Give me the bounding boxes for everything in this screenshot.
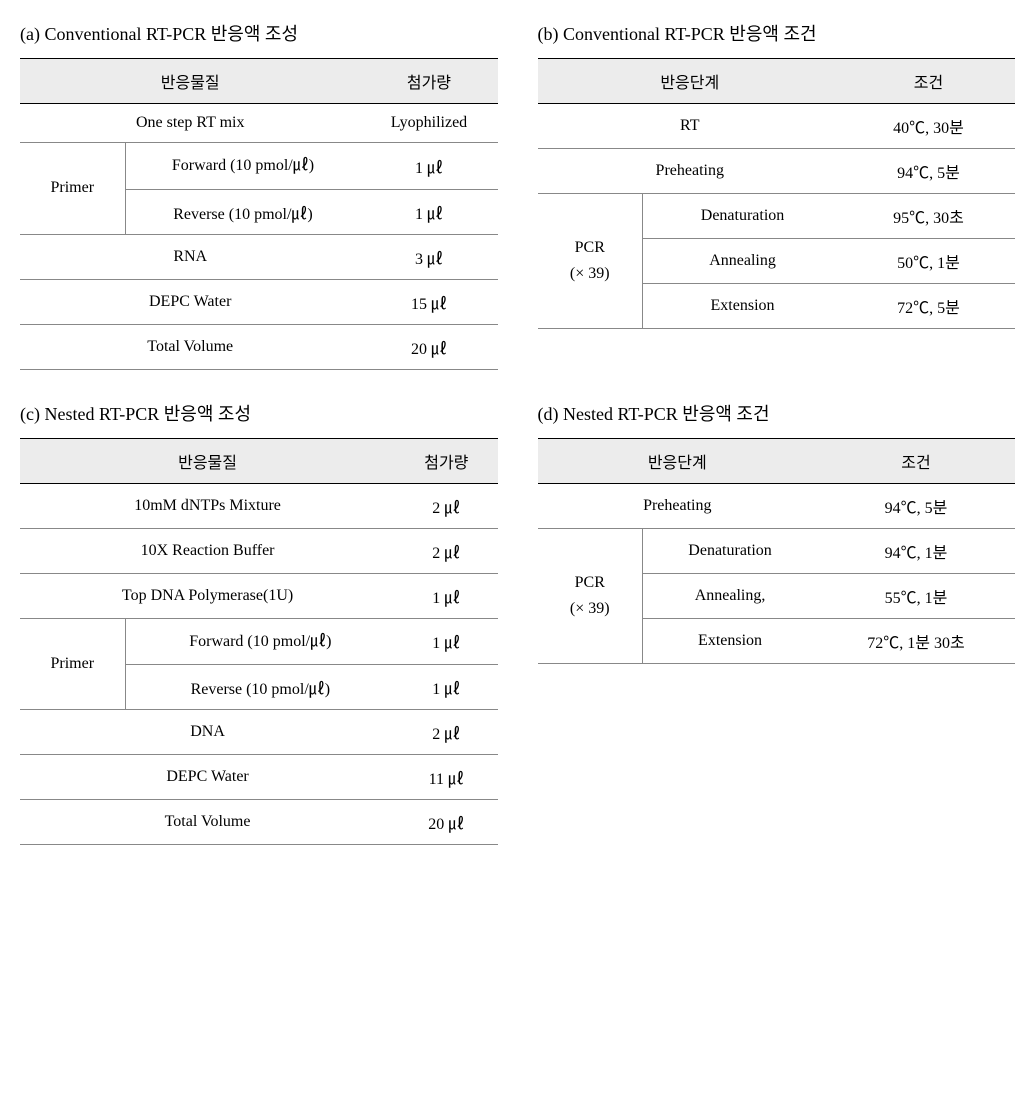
cell-material: Total Volume <box>20 800 395 845</box>
cell-stage: Denaturation <box>643 194 842 239</box>
cell-stage: Annealing, <box>643 573 818 618</box>
cell-amount: 2 ㎕ <box>395 483 497 528</box>
cell-amount: 1 ㎕ <box>360 143 497 190</box>
cell-amount: 11 ㎕ <box>395 755 497 800</box>
primer-label: Primer <box>20 143 125 235</box>
cell-cond: 55℃, 1분 <box>817 573 1015 618</box>
table-d: 반응단계 조건 Preheating 94℃, 5분 PCR (× 39) De… <box>538 438 1016 664</box>
cell-stage: Extension <box>643 618 818 663</box>
table-c: 반응물질 첨가량 10mM dNTPs Mixture 2 ㎕ 10X Reac… <box>20 438 498 846</box>
table-b: 반응단계 조건 RT 40℃, 30분 Preheating 94℃, 5분 P… <box>538 58 1016 329</box>
cell-stage: Annealing <box>643 239 842 284</box>
table-row: RNA 3 ㎕ <box>20 234 498 279</box>
primer-label: Primer <box>20 618 125 710</box>
table-a-header-amount: 첨가량 <box>360 59 497 104</box>
table-row: One step RT mix Lyophilized <box>20 104 498 143</box>
cell-stage: Preheating <box>538 149 843 194</box>
cell-cond: 40℃, 30분 <box>842 104 1015 149</box>
cell-material: Forward (10 pmol/㎕) <box>125 618 395 665</box>
table-row: RT 40℃, 30분 <box>538 104 1016 149</box>
cell-amount: 15 ㎕ <box>360 279 497 324</box>
cell-material: Reverse (10 pmol/㎕) <box>125 665 395 710</box>
table-row: Primer Forward (10 pmol/㎕) 1 ㎕ <box>20 143 498 190</box>
section-d-title: (d) Nested RT-PCR 반응액 조건 <box>538 400 1016 426</box>
pcr-label: PCR (× 39) <box>538 528 643 663</box>
cell-material: 10mM dNTPs Mixture <box>20 483 395 528</box>
cell-material: Top DNA Polymerase(1U) <box>20 573 395 618</box>
table-row: 10mM dNTPs Mixture 2 ㎕ <box>20 483 498 528</box>
section-b: (b) Conventional RT-PCR 반응액 조건 반응단계 조건 R… <box>538 20 1016 370</box>
table-row: Total Volume 20 ㎕ <box>20 324 498 369</box>
cell-material: DEPC Water <box>20 755 395 800</box>
cell-amount: 1 ㎕ <box>395 618 497 665</box>
cell-amount: 20 ㎕ <box>395 800 497 845</box>
cell-amount: 2 ㎕ <box>395 710 497 755</box>
cell-material: 10X Reaction Buffer <box>20 528 395 573</box>
cell-cond: 50℃, 1분 <box>842 239 1015 284</box>
cell-cond: 95℃, 30초 <box>842 194 1015 239</box>
cell-amount: 3 ㎕ <box>360 234 497 279</box>
table-c-header-amount: 첨가량 <box>395 438 497 483</box>
cell-cond: 94℃, 5분 <box>842 149 1015 194</box>
table-row: PCR (× 39) Denaturation 94℃, 1분 <box>538 528 1016 573</box>
section-c-title: (c) Nested RT-PCR 반응액 조성 <box>20 400 498 426</box>
pcr-count-text: (× 39) <box>570 600 610 617</box>
cell-stage: Denaturation <box>643 528 818 573</box>
cell-amount: 20 ㎕ <box>360 324 497 369</box>
cell-amount: 1 ㎕ <box>360 189 497 234</box>
cell-amount: 2 ㎕ <box>395 528 497 573</box>
section-d: (d) Nested RT-PCR 반응액 조건 반응단계 조건 Preheat… <box>538 400 1016 846</box>
cell-material: One step RT mix <box>20 104 360 143</box>
table-row: Primer Forward (10 pmol/㎕) 1 ㎕ <box>20 618 498 665</box>
section-b-title: (b) Conventional RT-PCR 반응액 조건 <box>538 20 1016 46</box>
pcr-label-text: PCR <box>575 574 605 591</box>
cell-amount: 1 ㎕ <box>395 665 497 710</box>
cell-cond: 94℃, 1분 <box>817 528 1015 573</box>
table-b-header-stage: 반응단계 <box>538 59 843 104</box>
cell-amount: Lyophilized <box>360 104 497 143</box>
table-row: Preheating 94℃, 5분 <box>538 149 1016 194</box>
table-b-header-cond: 조건 <box>842 59 1015 104</box>
table-d-header-cond: 조건 <box>817 438 1015 483</box>
table-row: DEPC Water 15 ㎕ <box>20 279 498 324</box>
cell-material: Total Volume <box>20 324 360 369</box>
table-a: 반응물질 첨가량 One step RT mix Lyophilized Pri… <box>20 58 498 370</box>
table-row: PCR (× 39) Denaturation 95℃, 30초 <box>538 194 1016 239</box>
cell-stage: Preheating <box>538 483 818 528</box>
cell-cond: 72℃, 1분 30초 <box>817 618 1015 663</box>
cell-material: RNA <box>20 234 360 279</box>
cell-stage: RT <box>538 104 843 149</box>
table-row: Total Volume 20 ㎕ <box>20 800 498 845</box>
cell-amount: 1 ㎕ <box>395 573 497 618</box>
cell-material: Forward (10 pmol/㎕) <box>125 143 360 190</box>
table-row: Preheating 94℃, 5분 <box>538 483 1016 528</box>
pcr-label-text: PCR <box>575 239 605 256</box>
cell-material: DEPC Water <box>20 279 360 324</box>
cell-material: Reverse (10 pmol/㎕) <box>125 189 360 234</box>
pcr-count-text: (× 39) <box>570 265 610 282</box>
table-d-header-stage: 반응단계 <box>538 438 818 483</box>
table-row: DEPC Water 11 ㎕ <box>20 755 498 800</box>
cell-stage: Extension <box>643 284 842 329</box>
section-a-title: (a) Conventional RT-PCR 반응액 조성 <box>20 20 498 46</box>
table-row: 10X Reaction Buffer 2 ㎕ <box>20 528 498 573</box>
table-row: Top DNA Polymerase(1U) 1 ㎕ <box>20 573 498 618</box>
cell-cond: 72℃, 5분 <box>842 284 1015 329</box>
pcr-label: PCR (× 39) <box>538 194 643 329</box>
section-a: (a) Conventional RT-PCR 반응액 조성 반응물질 첨가량 … <box>20 20 498 370</box>
cell-cond: 94℃, 5분 <box>817 483 1015 528</box>
table-row: DNA 2 ㎕ <box>20 710 498 755</box>
table-c-header-material: 반응물질 <box>20 438 395 483</box>
cell-material: DNA <box>20 710 395 755</box>
table-a-header-material: 반응물질 <box>20 59 360 104</box>
section-c: (c) Nested RT-PCR 반응액 조성 반응물질 첨가량 10mM d… <box>20 400 498 846</box>
